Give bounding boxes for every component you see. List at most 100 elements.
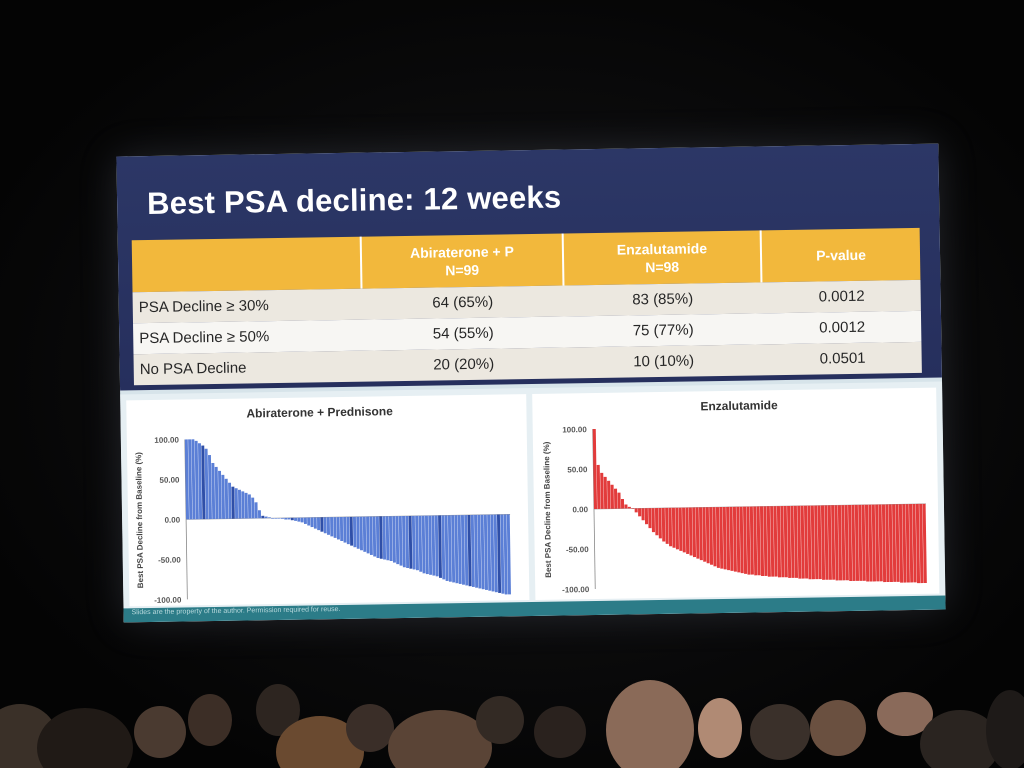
waterfall-bar	[668, 507, 673, 547]
waterfall-bar	[251, 497, 255, 519]
waterfall-bar	[919, 503, 924, 584]
waterfall-bar	[875, 504, 880, 582]
waterfall-bar	[188, 439, 193, 520]
waterfall-bar	[300, 517, 304, 523]
waterfall-bar	[766, 506, 771, 577]
waterfall-bar	[284, 517, 288, 520]
header-cell-enzalutamide: Enzalutamide N=98	[564, 230, 761, 285]
y-tick-label: 100.00	[562, 425, 587, 434]
waterfall-bar	[359, 516, 363, 551]
p-value: 0.0012	[819, 318, 866, 337]
waterfall-bar	[688, 507, 693, 556]
waterfall-bar	[460, 515, 465, 585]
waterfall-bar	[712, 507, 717, 567]
waterfall-bar	[763, 506, 768, 576]
waterfall-bar	[428, 515, 433, 575]
waterfall-bar	[274, 518, 278, 519]
header-line: Enzalutamide	[616, 240, 708, 258]
waterfall-bar	[228, 482, 232, 519]
waterfall-bar	[330, 517, 334, 537]
waterfall-bar	[336, 517, 340, 540]
y-tick-label: -100.00	[154, 596, 182, 605]
waterfall-bar	[780, 506, 785, 578]
waterfall-bar	[868, 504, 873, 582]
waterfall-bar	[247, 494, 252, 519]
waterfall-bar	[675, 507, 679, 550]
waterfall-bar	[379, 516, 383, 559]
row-label: No PSA Decline	[139, 359, 247, 379]
waterfall-bar	[759, 506, 765, 577]
y-tick-label: 50.00	[159, 476, 180, 485]
waterfall-bar	[807, 505, 812, 580]
waterfall-bar	[864, 504, 870, 582]
waterfall-bar	[464, 515, 469, 586]
waterfall-bar	[424, 515, 429, 575]
y-tick-label: 0.00	[164, 516, 180, 525]
waterfall-bar	[654, 508, 659, 536]
waterfall-bar	[709, 507, 714, 565]
waterfall-bar	[881, 504, 887, 583]
waterfall-bar	[490, 514, 495, 592]
waterfall-bar	[834, 505, 839, 581]
waterfall-bar	[197, 443, 203, 520]
waterfall-bar	[211, 462, 216, 520]
waterfall-bar	[234, 488, 239, 519]
waterfall-bar	[271, 518, 275, 519]
waterfall-bar	[858, 504, 863, 581]
waterfall-bar	[388, 516, 393, 562]
waterfall-bar	[323, 517, 327, 534]
y-tick-label: -50.00	[566, 545, 589, 554]
enzalutamide-chart: Enzalutamide Best PSA Decline from Basel…	[532, 387, 940, 600]
waterfall-bar	[506, 514, 511, 595]
waterfall-bar	[395, 516, 400, 565]
waterfall-bar	[421, 515, 426, 574]
waterfall-bar	[895, 504, 900, 582]
waterfall-bar	[382, 516, 387, 560]
results-table: Abiraterone + P N=99 Enzalutamide N=98 P…	[131, 227, 922, 388]
y-tick-label: -100.00	[562, 585, 590, 594]
y-tick-label: -50.00	[158, 556, 181, 565]
waterfall-bar	[487, 514, 492, 591]
p-value: 0.0501	[819, 349, 866, 368]
waterfall-bar	[434, 515, 439, 577]
waterfall-bar	[457, 515, 462, 584]
waterfall-bar	[651, 508, 655, 533]
waterfall-bar	[375, 516, 380, 559]
waterfall-bar	[841, 505, 846, 581]
waterfall-bar	[844, 505, 849, 581]
waterfall-bar	[878, 504, 883, 582]
y-axis-label: Best PSA Decline from Baseline (%)	[542, 441, 553, 578]
waterfall-bar	[685, 507, 690, 554]
waterfall-bar	[770, 506, 775, 577]
waterfall-bar	[732, 506, 737, 572]
waterfall-bar	[264, 516, 268, 519]
waterfall-bar	[204, 448, 209, 520]
waterfall-bar	[454, 515, 459, 584]
y-tick-label: 0.00	[572, 505, 588, 514]
waterfall-bar	[692, 507, 697, 558]
waterfall-bar	[797, 505, 802, 579]
slide-title: Best PSA decline: 12 weeks	[146, 179, 562, 222]
waterfall-bar	[848, 504, 853, 582]
waterfall-bar	[641, 508, 645, 521]
waterfall-bar	[503, 514, 508, 595]
y-axis-label: Best PSA Decline from Baseline (%)	[134, 452, 145, 589]
waterfall-charts-panel: Abiraterone + Prednisone Best PSA Declin…	[120, 381, 946, 623]
waterfall-bar	[208, 455, 212, 520]
waterfall-bar	[385, 516, 390, 561]
waterfall-bar	[783, 505, 788, 578]
footer-disclaimer: Slides are the property of the author. P…	[131, 606, 341, 617]
waterfall-bar	[343, 516, 347, 543]
header-line: Abiraterone + P	[409, 243, 514, 261]
waterfall-bar	[257, 510, 262, 519]
waterfall-bar	[287, 517, 291, 520]
header-cell-empty	[132, 237, 361, 293]
waterfall-bar	[224, 478, 229, 519]
waterfall-bar	[678, 507, 683, 551]
waterfall-bar	[500, 514, 505, 594]
header-cell-abiraterone: Abiraterone + P N=99	[362, 234, 563, 289]
row-label: PSA Decline ≥ 30%	[138, 297, 269, 317]
waterfall-bar	[352, 516, 357, 548]
waterfall-bar	[613, 488, 618, 509]
waterfall-bar	[824, 505, 829, 580]
